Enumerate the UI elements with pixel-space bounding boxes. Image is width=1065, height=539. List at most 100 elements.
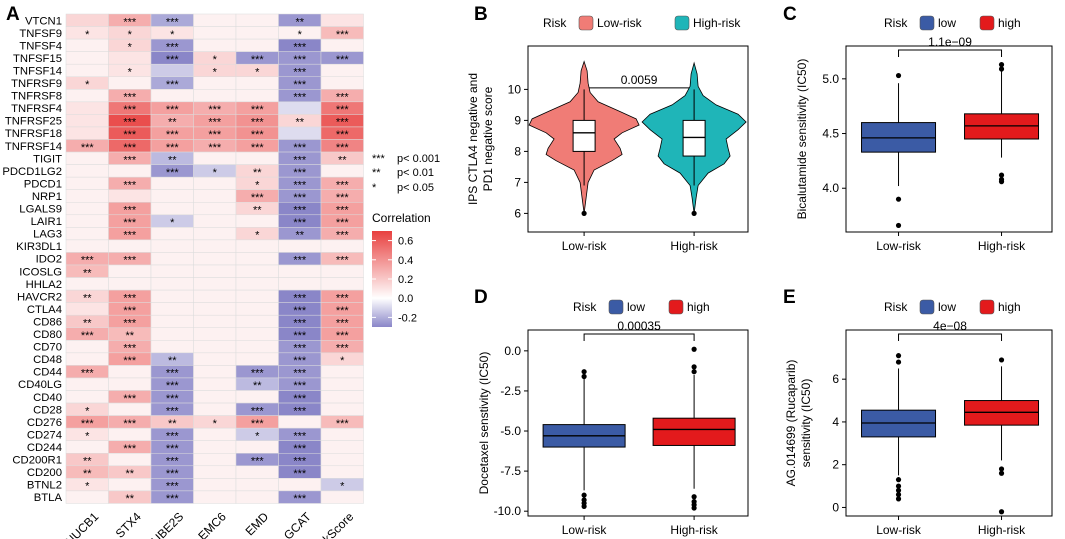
outlier-point xyxy=(895,477,902,483)
heatmap-cell xyxy=(193,402,237,416)
heatmap-row-label: HAVCR2 xyxy=(17,291,62,303)
heatmap-cell xyxy=(320,76,364,90)
heatmap-cell xyxy=(235,26,279,40)
heatmap-star: *** xyxy=(166,54,180,66)
heatmap-row-label: CD40LG xyxy=(18,379,62,391)
heatmap-cell xyxy=(193,377,237,391)
heatmap-cell xyxy=(193,264,237,278)
heatmap-cell xyxy=(193,427,237,441)
heatmap-cell xyxy=(65,377,109,391)
heatmap-row-label: CD276 xyxy=(27,417,62,429)
outlier-point xyxy=(691,210,697,216)
heatmap-cell xyxy=(150,302,194,316)
heatmap-star: *** xyxy=(123,292,137,304)
panel-e-label: E xyxy=(783,287,796,308)
heatmap-star: * xyxy=(128,41,133,53)
heatmap-cell xyxy=(108,76,152,90)
pvalue-bracket xyxy=(583,87,695,95)
heatmap-cell xyxy=(235,340,279,354)
outlier-point xyxy=(895,483,902,489)
heatmap-star: *** xyxy=(293,343,307,355)
outlier-point xyxy=(691,494,697,500)
heatmap-star: * xyxy=(128,29,133,41)
heatmap-star: *** xyxy=(293,355,307,367)
legend-title: Risk xyxy=(543,16,567,30)
heatmap-cell xyxy=(278,478,322,492)
correlation-legend: Correlation 0.6 0.4 0.2 0.0 -0.2 xyxy=(372,211,431,327)
x-tick-label: High-risk xyxy=(978,523,1026,537)
sig-legend-stars-2: ** xyxy=(372,167,381,179)
heatmap-row-label: TNFSF9 xyxy=(19,28,62,40)
heatmap-cell xyxy=(235,264,279,278)
heatmap-row-label: TNFSF4 xyxy=(19,40,62,52)
heatmap-star: ** xyxy=(168,418,177,430)
y-tick-label: 10 xyxy=(508,82,522,96)
y-tick-label: 4.5 xyxy=(822,127,839,141)
heatmap-star: *** xyxy=(208,117,222,129)
heatmap-star: *** xyxy=(166,41,180,53)
heatmap-cell xyxy=(65,352,109,366)
heatmap-star: *** xyxy=(123,129,137,141)
heatmap-star: *** xyxy=(293,142,307,154)
pvalue-label: 0.00035 xyxy=(617,319,661,333)
legend-swatch xyxy=(674,15,690,31)
outlier-point xyxy=(895,359,902,365)
heatmap-cell xyxy=(235,252,279,266)
heatmap-cell xyxy=(320,465,364,479)
heatmap-row-label: CD48 xyxy=(33,354,62,366)
heatmap-star: *** xyxy=(251,192,265,204)
legend-tick-label: 0.6 xyxy=(398,236,413,248)
legend-title: Risk xyxy=(884,16,908,30)
heatmap-star: ** xyxy=(125,493,134,505)
sig-legend-stars-1: *** xyxy=(372,153,386,165)
y-axis-label: sensitivity (IC50) xyxy=(799,379,813,468)
heatmap-star: * xyxy=(298,29,303,41)
heatmap-row-label: ICOSLG xyxy=(19,266,62,278)
heatmap-row-label: HHLA2 xyxy=(26,279,62,291)
heatmap-cell xyxy=(235,89,279,103)
heatmap-cell xyxy=(108,427,152,441)
heatmap-star: *** xyxy=(81,142,95,154)
heatmap-cell xyxy=(65,151,109,165)
heatmap-cell xyxy=(193,327,237,341)
box-panel-d: 0.0 -2.5 -5.0 -7.5 -10.0 Low-risk High-risk Doc… xyxy=(477,299,749,537)
heatmap-star: *** xyxy=(123,104,137,116)
heatmap-star: *** xyxy=(123,217,137,229)
sig-legend-stars-3: * xyxy=(372,182,377,194)
heatmap-cell xyxy=(193,365,237,379)
heatmap-star: *** xyxy=(293,154,307,166)
heatmap-cell xyxy=(193,352,237,366)
sig-legend-label-2: p< 0.01 xyxy=(397,167,434,179)
heatmap-star: ** xyxy=(125,468,134,480)
outlier-point xyxy=(581,503,587,509)
outlier-point xyxy=(998,357,1005,363)
heatmap-star: *** xyxy=(166,493,180,505)
heatmap-cell xyxy=(150,264,194,278)
heatmap-star: *** xyxy=(336,418,350,430)
heatmap-star: *** xyxy=(123,154,137,166)
heatmap-cell xyxy=(320,164,364,178)
heatmap-star: ** xyxy=(295,117,304,129)
outlier-point xyxy=(895,492,902,498)
box-body xyxy=(682,119,706,157)
heatmap-star: *** xyxy=(336,142,350,154)
heatmap-cell xyxy=(235,327,279,341)
heatmap-cell xyxy=(193,314,237,329)
heatmap-star: *** xyxy=(123,343,137,355)
heatmap-cell xyxy=(235,277,279,291)
heatmap-star: ** xyxy=(338,154,347,166)
x-tick-label: High-risk xyxy=(978,239,1026,253)
heatmap-star: ** xyxy=(83,456,92,468)
heatmap-cell xyxy=(320,63,364,77)
heatmap-star: *** xyxy=(81,418,95,430)
heatmap-star: *** xyxy=(208,129,222,141)
heatmap-cell xyxy=(193,289,237,303)
heatmap-cell xyxy=(65,51,109,65)
heatmap-star: *** xyxy=(293,380,307,392)
heatmap-cell xyxy=(235,76,279,90)
heatmap-star: *** xyxy=(81,368,95,380)
outlier-point xyxy=(895,222,902,229)
heatmap-star: * xyxy=(85,430,90,442)
heatmap-star: * xyxy=(85,405,90,417)
heatmap-cell xyxy=(108,478,152,492)
